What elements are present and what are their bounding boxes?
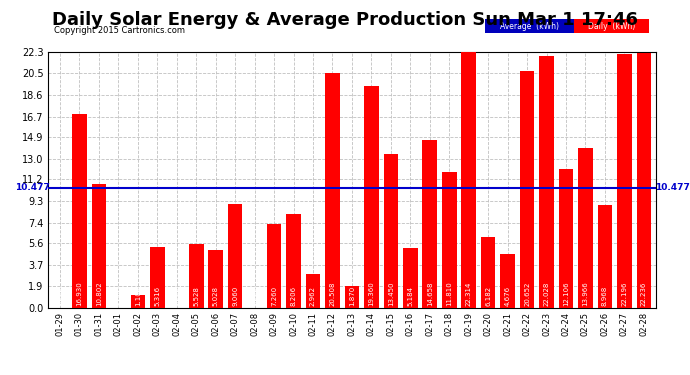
Bar xyxy=(344,286,359,308)
Text: 2.962: 2.962 xyxy=(310,286,316,306)
Text: 13.450: 13.450 xyxy=(388,281,394,306)
Text: 11.810: 11.810 xyxy=(446,281,452,306)
Text: 22.028: 22.028 xyxy=(544,281,549,306)
Text: 22.236: 22.236 xyxy=(641,281,647,306)
Text: 6.182: 6.182 xyxy=(485,286,491,306)
Bar xyxy=(189,244,204,308)
Bar xyxy=(422,140,437,308)
Text: 5.028: 5.028 xyxy=(213,286,219,306)
Bar xyxy=(267,225,282,308)
Bar xyxy=(384,154,398,308)
Bar xyxy=(228,204,242,308)
Bar xyxy=(150,247,165,308)
Bar xyxy=(617,54,631,307)
Text: 12.106: 12.106 xyxy=(563,281,569,306)
Bar xyxy=(286,214,301,308)
Text: 5.316: 5.316 xyxy=(155,286,160,306)
Text: 8.968: 8.968 xyxy=(602,285,608,306)
Text: 19.360: 19.360 xyxy=(368,281,375,306)
Text: 0.000: 0.000 xyxy=(252,285,257,306)
Bar xyxy=(598,205,612,308)
Text: 0.000: 0.000 xyxy=(174,285,180,306)
Text: 5.528: 5.528 xyxy=(193,286,199,306)
Bar xyxy=(92,184,106,308)
Bar xyxy=(442,172,457,308)
Text: 1.870: 1.870 xyxy=(349,285,355,306)
FancyBboxPatch shape xyxy=(573,20,649,33)
Bar xyxy=(520,71,534,308)
Text: Daily  (kWh): Daily (kWh) xyxy=(588,22,635,31)
Text: Daily Solar Energy & Average Production Sun Mar 1 17:46: Daily Solar Energy & Average Production … xyxy=(52,11,638,29)
Bar xyxy=(403,248,417,308)
Text: 16.930: 16.930 xyxy=(77,281,82,306)
Text: 7.260: 7.260 xyxy=(271,286,277,306)
Bar xyxy=(559,169,573,308)
Bar xyxy=(500,254,515,308)
Text: Copyright 2015 Cartronics.com: Copyright 2015 Cartronics.com xyxy=(55,26,186,34)
Text: 10.477: 10.477 xyxy=(656,183,690,192)
Text: 20.508: 20.508 xyxy=(329,281,335,306)
Bar xyxy=(208,250,223,307)
Text: 14.658: 14.658 xyxy=(426,281,433,306)
Bar xyxy=(130,295,145,307)
Bar xyxy=(636,53,651,307)
Text: 10.802: 10.802 xyxy=(96,281,102,306)
Text: 5.184: 5.184 xyxy=(407,286,413,306)
Text: 1.104: 1.104 xyxy=(135,286,141,306)
Text: 0.000: 0.000 xyxy=(57,285,63,306)
Bar xyxy=(462,53,476,308)
Text: 9.060: 9.060 xyxy=(232,285,238,306)
Text: 13.966: 13.966 xyxy=(582,281,589,306)
Text: 8.206: 8.206 xyxy=(290,286,297,306)
Bar xyxy=(364,86,379,308)
Bar xyxy=(72,114,87,308)
Text: 4.676: 4.676 xyxy=(504,286,511,306)
Text: 22.314: 22.314 xyxy=(466,281,472,306)
Bar xyxy=(306,274,320,308)
Text: 0.000: 0.000 xyxy=(115,285,121,306)
FancyBboxPatch shape xyxy=(486,20,573,33)
Bar xyxy=(578,148,593,308)
Bar xyxy=(539,56,554,308)
Text: 10.477: 10.477 xyxy=(15,183,50,192)
Text: 22.196: 22.196 xyxy=(622,281,627,306)
Text: Average  (kWh): Average (kWh) xyxy=(500,22,559,31)
Bar xyxy=(481,237,495,308)
Bar xyxy=(325,73,339,308)
Text: 20.652: 20.652 xyxy=(524,281,530,306)
